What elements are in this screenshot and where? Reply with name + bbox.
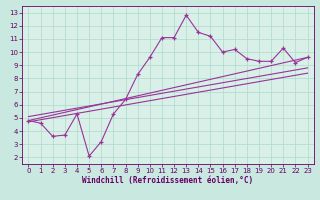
X-axis label: Windchill (Refroidissement éolien,°C): Windchill (Refroidissement éolien,°C): [83, 176, 253, 185]
